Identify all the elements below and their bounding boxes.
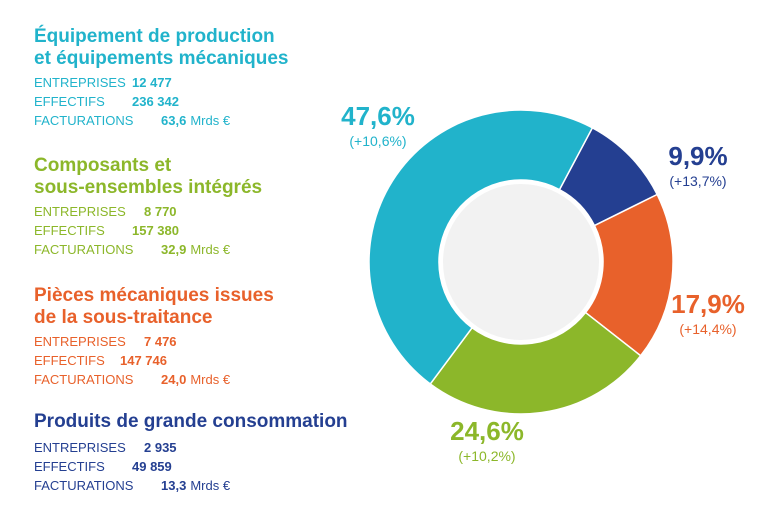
stat-label: FACTURATIONS <box>34 113 134 128</box>
stat-value: 147 746 <box>120 353 167 368</box>
stat-label: EFFECTIFS <box>34 459 105 474</box>
stat-value: 49 859 <box>132 459 172 474</box>
stat-unit: Mrds € <box>190 478 231 493</box>
stat-unit: Mrds € <box>190 113 231 128</box>
stat-value: 63,6 <box>161 113 187 128</box>
segment-production-equipment: Équipement de production et équipements … <box>34 26 288 130</box>
donut-center <box>443 184 599 340</box>
stat-value: 7 476 <box>144 334 177 349</box>
segment-title: Produits de grande consommation <box>34 411 348 433</box>
slice-change-label: (+10,6%) <box>349 133 407 149</box>
segment-consumer-products: Produits de grande consommation ENTREPRI… <box>34 411 348 495</box>
stat-row-effectifs: EFFECTIFS 157 380 <box>34 221 262 240</box>
stat-row-facturations: FACTURATIONS 63,6 Mrds € <box>34 111 288 130</box>
segment-title-line: de la sous-traitance <box>34 307 213 328</box>
stat-row-effectifs: EFFECTIFS 236 342 <box>34 92 288 111</box>
stat-row-entreprises: ENTREPRISES 8 770 <box>34 202 262 221</box>
segment-title-line: sous-ensembles intégrés <box>34 177 263 198</box>
stat-label: ENTREPRISES <box>34 334 126 349</box>
segment-title: Équipement de production et équipements … <box>34 26 288 70</box>
slice-percent-label: 9,9% <box>668 141 728 171</box>
stat-value: 2 935 <box>144 440 177 455</box>
stat-value: 32,9 <box>161 242 187 257</box>
stat-value: 236 342 <box>132 94 179 109</box>
segment-stats: ENTREPRISES 2 935 EFFECTIFS 49 859 FACTURA… <box>34 438 348 495</box>
stat-label: EFFECTIFS <box>34 94 105 109</box>
stat-value: 8 770 <box>144 204 177 219</box>
stat-row-effectifs: EFFECTIFS 147 746 <box>34 351 274 370</box>
segment-title: Pièces mécaniques issues de la sous-trai… <box>34 285 274 329</box>
slice-percent-label: 24,6% <box>450 416 524 446</box>
stat-label: FACTURATIONS <box>34 242 134 257</box>
donut-slice-2 <box>429 311 642 415</box>
slice-change-label: (+10,2%) <box>458 448 516 464</box>
donut-slice-3 <box>368 109 594 386</box>
stat-label: EFFECTIFS <box>34 223 105 238</box>
segment-stats: ENTREPRISES 8 770 EFFECTIFS 157 380 FACTUR… <box>34 202 262 259</box>
slice-change-label: (+13,7%) <box>669 173 727 189</box>
stat-row-facturations: FACTURATIONS 32,9 Mrds € <box>34 240 262 259</box>
stat-row-entreprises: ENTREPRISES 7 476 <box>34 332 274 351</box>
stat-label: FACTURATIONS <box>34 372 134 387</box>
stat-value: 13,3 <box>161 478 187 493</box>
segment-title-line: et équipements mécaniques <box>34 48 289 69</box>
slice-change-label: (+14,4%) <box>679 321 737 337</box>
stat-label: FACTURATIONS <box>34 478 134 493</box>
segment-subcontracting: Pièces mécaniques issues de la sous-trai… <box>34 285 274 389</box>
stat-value: 24,0 <box>161 372 187 387</box>
stat-label: ENTREPRISES <box>34 75 126 90</box>
stat-label: ENTREPRISES <box>34 440 126 455</box>
stat-row-entreprises: ENTREPRISES 2 935 <box>34 438 348 457</box>
segment-stats: ENTREPRISES 12 477 EFFECTIFS 236 342 FACTU… <box>34 73 288 130</box>
stat-row-facturations: FACTURATIONS 13,3 Mrds € <box>34 476 348 495</box>
segment-title-line: Équipement de production <box>34 26 275 47</box>
segment-title-line: Pièces mécaniques issues <box>34 285 274 306</box>
segment-title-line: Produits de grande consommation <box>34 411 348 432</box>
segment-stats: ENTREPRISES 7 476 EFFECTIFS 147 746 FACTUR… <box>34 332 274 389</box>
stat-row-entreprises: ENTREPRISES 12 477 <box>34 73 288 92</box>
stat-row-effectifs: EFFECTIFS 49 859 <box>34 457 348 476</box>
stat-label: ENTREPRISES <box>34 204 126 219</box>
stat-unit: Mrds € <box>190 242 231 257</box>
segment-title: Composants et sous-ensembles intégrés <box>34 155 262 199</box>
segment-components: Composants et sous-ensembles intégrés EN… <box>34 155 262 259</box>
slice-percent-label: 47,6% <box>341 101 415 131</box>
stat-value: 157 380 <box>132 223 179 238</box>
stat-unit: Mrds € <box>190 372 231 387</box>
stat-label: EFFECTIFS <box>34 353 105 368</box>
segment-title-line: Composants et <box>34 155 172 176</box>
stat-value: 12 477 <box>132 75 172 90</box>
stat-row-facturations: FACTURATIONS 24,0 Mrds € <box>34 370 274 389</box>
slice-percent-label: 17,9% <box>671 289 745 319</box>
